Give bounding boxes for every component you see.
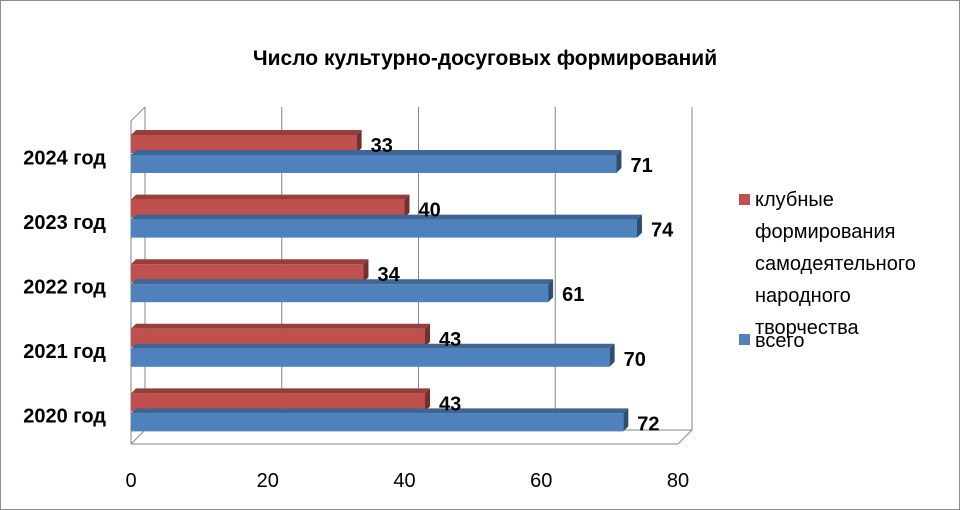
- bar-top-face: [131, 343, 615, 349]
- floor-left-edge: [130, 429, 146, 445]
- data-label: 43: [439, 329, 461, 351]
- bar-total: [131, 284, 549, 303]
- data-label: 71: [630, 155, 652, 177]
- bar-total: [131, 348, 610, 367]
- bar-end-face: [425, 388, 431, 412]
- x-tick-label: 0: [125, 470, 136, 492]
- bar-club: [131, 328, 426, 347]
- x-tick-label: 80: [667, 470, 689, 492]
- x-tick-label: 40: [393, 470, 415, 492]
- bar-top-face: [131, 214, 642, 220]
- category-label: 2020 год: [23, 406, 106, 428]
- category-label: 2023 год: [23, 212, 106, 234]
- legend-label-club: клубные: [755, 189, 834, 211]
- legend-label-club: творчества: [755, 317, 859, 339]
- left-wall-top: [130, 106, 146, 122]
- bar-end-face: [548, 279, 554, 303]
- bar-top-face: [131, 408, 629, 414]
- bar-end-face: [616, 150, 622, 173]
- bar-top-face: [131, 259, 369, 265]
- bar-top-face: [131, 130, 362, 135]
- bar-end-face: [425, 323, 431, 347]
- chart-legend: клубные формирования самодеятельного народн…: [739, 189, 916, 352]
- bar-total: [131, 219, 637, 238]
- bar-end-face: [623, 408, 629, 432]
- bar-end-face: [356, 130, 362, 153]
- bar-end-face: [404, 194, 410, 218]
- legend-label-club: самодеятельного: [755, 253, 916, 275]
- bar-club: [131, 264, 364, 283]
- x-tick-label: 60: [530, 470, 552, 492]
- bar-top-face: [131, 323, 431, 329]
- category-label: 2022 год: [23, 277, 106, 299]
- x-tick-label: 20: [257, 470, 279, 492]
- legend-swatch-total: [739, 334, 750, 345]
- bar-club: [131, 393, 426, 412]
- legend-label-total: всего: [755, 330, 805, 352]
- bar-top-face: [131, 150, 622, 155]
- data-label: 72: [637, 413, 659, 435]
- bar-club: [131, 199, 405, 218]
- bar-top-face: [131, 279, 554, 285]
- bar-top-face: [131, 194, 410, 200]
- data-label: 70: [624, 349, 646, 371]
- legend-label-club: формирования: [755, 221, 895, 243]
- plot-labels: 43 72 43 70 34 61 40 74 33 71: [371, 135, 674, 435]
- bar-club: [131, 135, 357, 153]
- legend-swatch-club: [739, 194, 750, 205]
- bar-top-face: [131, 388, 431, 394]
- category-label: 2024 год: [23, 147, 106, 169]
- legend-label-club: народного: [755, 285, 851, 307]
- category-label: 2021 год: [23, 341, 106, 363]
- bar-total: [131, 155, 617, 173]
- data-label: 61: [562, 284, 584, 306]
- plot-bars: [131, 130, 642, 432]
- data-label: 33: [371, 135, 393, 157]
- data-label: 40: [419, 200, 441, 222]
- bar-total: [131, 413, 624, 432]
- data-label: 34: [377, 264, 400, 286]
- data-label: 74: [651, 220, 674, 242]
- bar-end-face: [636, 214, 642, 238]
- bar-end-face: [363, 259, 369, 283]
- data-label: 43: [439, 393, 461, 415]
- floor-right-edge: [677, 429, 693, 445]
- bar-end-face: [609, 343, 615, 367]
- chart-title: Число культурно-досуговых формирований: [253, 47, 717, 70]
